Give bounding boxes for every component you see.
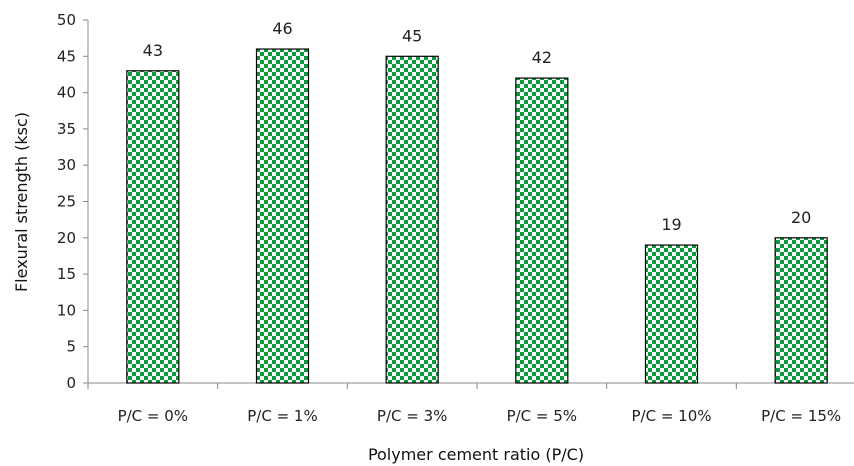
bar <box>255 48 310 384</box>
y-tick-label: 45 <box>57 47 76 65</box>
y-tick-label: 5 <box>66 338 76 356</box>
y-tick-label: 25 <box>57 193 76 211</box>
y-tick-label: 10 <box>57 301 76 319</box>
bars <box>126 48 828 384</box>
value-labels: 43 46 45 42 19 20 <box>143 19 812 234</box>
bar <box>385 55 439 384</box>
y-tick-label: 35 <box>57 120 76 138</box>
bar <box>644 244 699 384</box>
bar <box>126 70 180 384</box>
y-tick-label: 20 <box>57 229 76 247</box>
y-tick-label: 40 <box>57 84 76 102</box>
bar-value-label: 19 <box>661 215 681 234</box>
x-tick-label: P/C = 10% <box>631 407 711 425</box>
x-tick-label: P/C = 1% <box>247 407 317 425</box>
y-tick-label: 30 <box>57 156 76 174</box>
x-tick-label: P/C = 0% <box>118 407 188 425</box>
bar-value-label: 20 <box>791 208 811 227</box>
bar-value-label: 43 <box>143 41 163 60</box>
x-tick-label: P/C = 3% <box>377 407 447 425</box>
bar-value-label: 42 <box>532 48 552 67</box>
x-tick-label: P/C = 5% <box>507 407 577 425</box>
y-axis-title: Flexural strength (ksc) <box>12 112 31 292</box>
y-tick-label: 15 <box>57 265 76 283</box>
bar <box>774 237 828 384</box>
y-tick-label: 50 <box>57 11 76 29</box>
x-tick-labels: P/C = 0% P/C = 1% P/C = 3% P/C = 5% P/C = 10… <box>87 383 841 425</box>
bar-value-label: 45 <box>402 26 422 45</box>
bar <box>515 77 569 384</box>
y-tick-label: 0 <box>66 374 76 392</box>
y-tick-labels: 0 5 10 15 20 25 30 35 40 45 50 <box>57 11 88 392</box>
bar-value-label: 46 <box>272 19 292 38</box>
x-axis-title: Polymer cement ratio (P/C) <box>368 445 584 464</box>
x-tick-label: P/C = 15% <box>761 407 841 425</box>
